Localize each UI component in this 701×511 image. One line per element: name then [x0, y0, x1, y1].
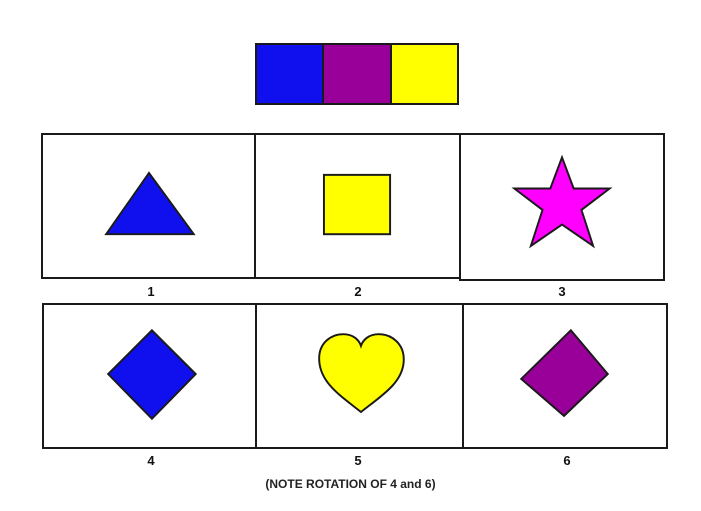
heart-shape: [318, 333, 405, 414]
panel-3: [459, 133, 665, 281]
panel-2-graphic: [322, 173, 392, 236]
color-swatch-blue: [257, 45, 323, 103]
color-swatch-yellow: [389, 45, 457, 103]
panel-6: [462, 303, 668, 449]
panel-1: [41, 133, 256, 279]
star-shape: [511, 154, 613, 249]
panel-5-graphic: [318, 333, 405, 414]
square-shape: [322, 173, 392, 236]
panel-4-graphic: [106, 328, 198, 421]
panel-label-1: 1: [147, 284, 155, 299]
panel-label-4: 4: [147, 453, 155, 468]
panel-1-graphic: [104, 171, 196, 236]
panel-label-2: 2: [354, 284, 362, 299]
panel-label-3: 3: [558, 284, 566, 299]
panel-4: [42, 303, 257, 449]
color-swatch-purple: [322, 45, 390, 103]
rotation-note: (NOTE ROTATION OF 4 and 6): [265, 477, 436, 491]
panel-3-graphic: [511, 154, 613, 249]
diamond-shape: [106, 328, 198, 421]
diamond-shape: [519, 328, 610, 418]
panel-2: [254, 133, 461, 279]
panel-5: [255, 303, 465, 449]
panel-6-graphic: [519, 328, 610, 418]
panel-label-6: 6: [563, 453, 571, 468]
color-key-strip: [255, 43, 459, 105]
triangle-shape: [104, 171, 196, 236]
panel-label-5: 5: [354, 453, 362, 468]
